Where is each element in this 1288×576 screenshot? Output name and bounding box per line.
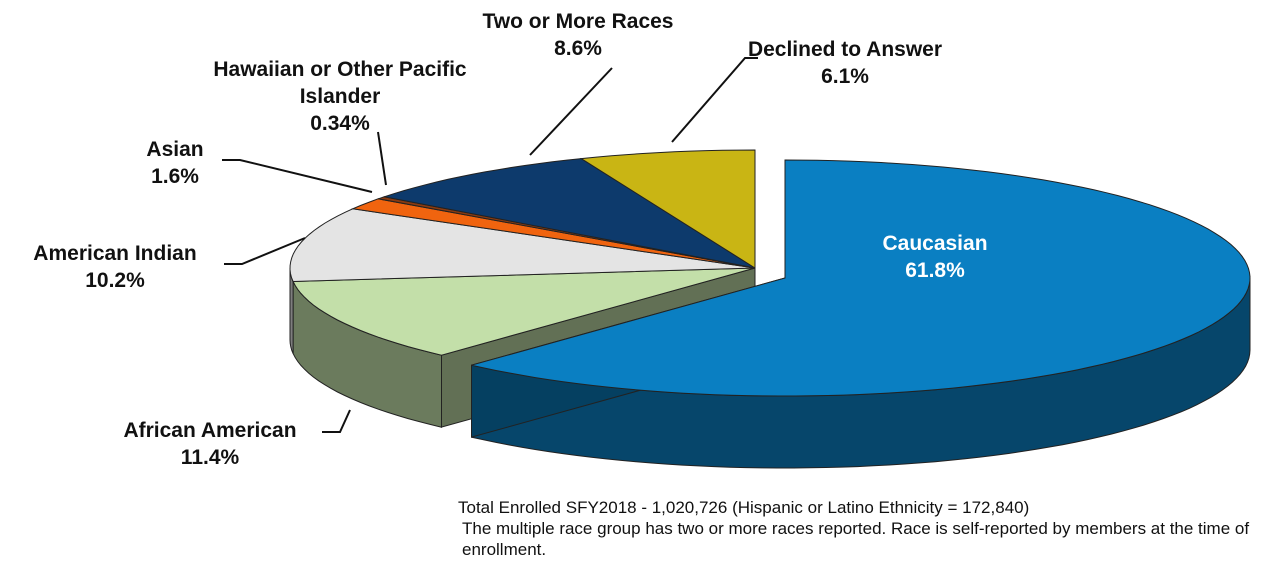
slice <box>471 159 1251 397</box>
category-label: Hawaiian or Other Pacific Islander <box>213 58 467 108</box>
category-label: American Indian <box>33 242 197 265</box>
slice-label: African American 11.4% <box>80 417 340 471</box>
category-label: African American <box>123 419 297 442</box>
value-label: 0.34% <box>310 112 370 135</box>
value-label: 61.8% <box>905 259 965 282</box>
slice-label: Two or More Races 8.6% <box>448 8 708 62</box>
slice-label: Caucasian 61.8% <box>835 230 1035 284</box>
category-label: Two or More Races <box>482 10 674 33</box>
leader-line <box>322 409 351 433</box>
slice-label: Declined to Answer 6.1% <box>715 36 975 90</box>
slice <box>289 208 756 283</box>
slice <box>292 267 756 356</box>
leader-line <box>529 67 613 156</box>
value-label: 10.2% <box>85 269 145 292</box>
category-label: Declined to Answer <box>747 38 943 61</box>
category-label: Caucasian <box>882 232 988 255</box>
leader-line <box>377 131 387 186</box>
slice <box>579 149 756 269</box>
slice-label: Hawaiian or Other Pacific Islander 0.34% <box>210 56 470 137</box>
value-label: 11.4% <box>180 446 240 469</box>
slice-label: American Indian 10.2% <box>0 240 245 294</box>
category-label: Asian <box>146 138 204 161</box>
value-label: 6.1% <box>821 65 869 88</box>
leader-line <box>671 57 758 143</box>
leader-line <box>224 237 306 265</box>
leader-line <box>222 159 373 193</box>
note: The multiple race group has two or more … <box>462 519 1250 559</box>
slice <box>383 158 756 269</box>
note: Total Enrolled SFY2018 - 1,020,726 (Hisp… <box>458 498 1030 517</box>
value-label: 1.6% <box>151 165 199 188</box>
slice-label: Asian 1.6% <box>115 136 235 190</box>
value-label: 8.6% <box>554 37 602 60</box>
